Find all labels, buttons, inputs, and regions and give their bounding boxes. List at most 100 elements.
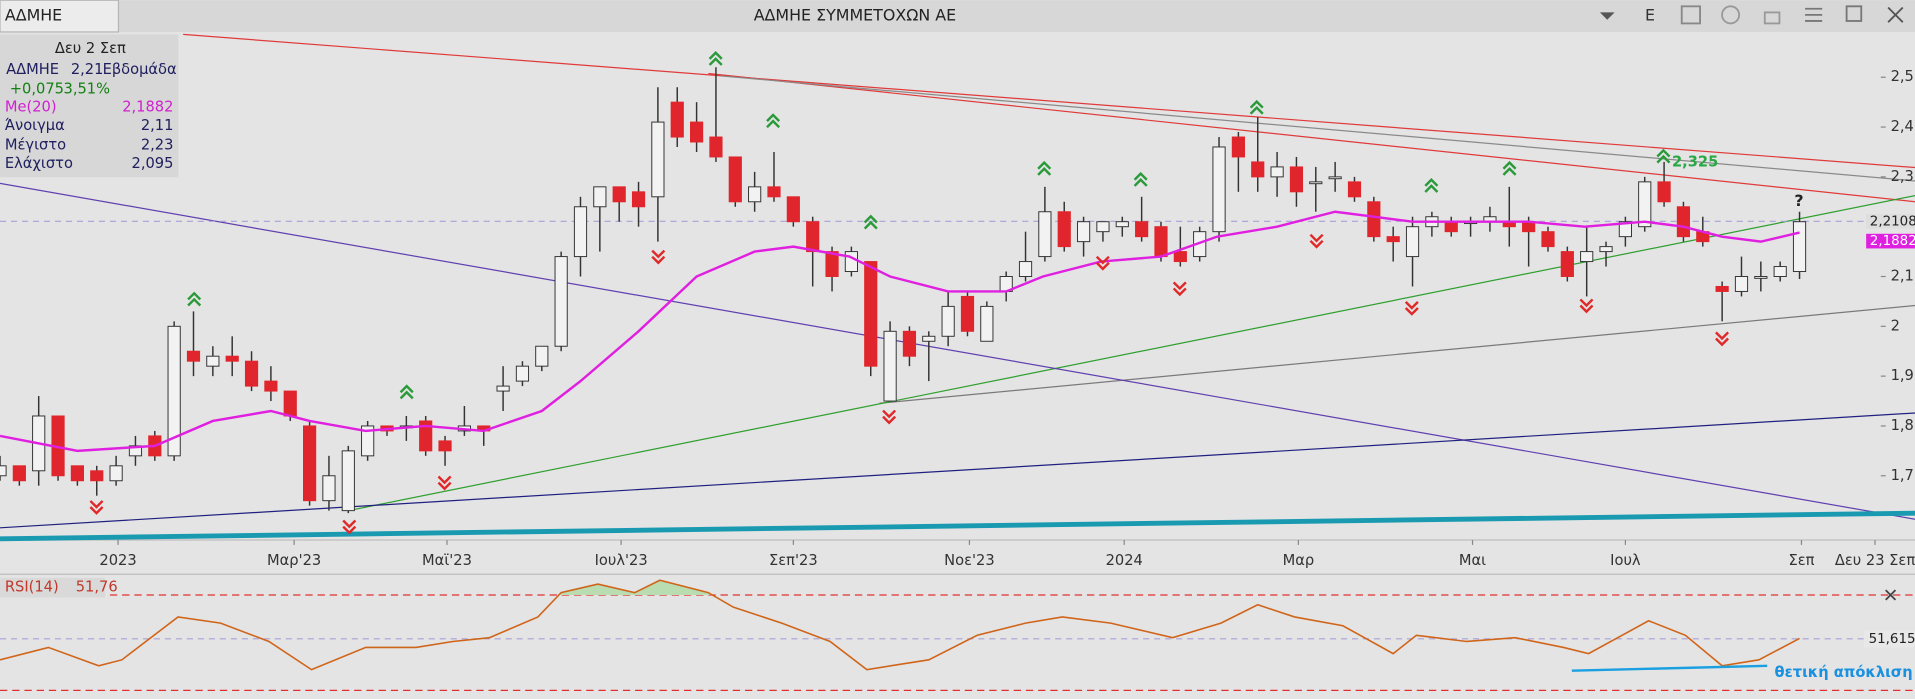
candle-body (90, 470, 104, 482)
x-tick-label: Μαι (1459, 552, 1486, 569)
candle-body (554, 256, 568, 347)
x-tick-label: 2023 (99, 552, 136, 569)
candle-body (167, 325, 181, 457)
dropdown-icon[interactable] (1599, 12, 1615, 20)
candle-body (1135, 221, 1149, 238)
info-row-label: Μέγιστο (5, 137, 66, 154)
header-bar (0, 0, 1915, 32)
candle-body (1754, 276, 1768, 279)
info-ma-name: Me(20) (5, 99, 57, 116)
ma-tag-label: 2,1882 (1870, 234, 1915, 249)
candle-body (1018, 261, 1033, 277)
candle-body (864, 261, 878, 367)
candle-body (825, 251, 839, 277)
candle-body (709, 136, 723, 158)
candle-body (264, 380, 278, 392)
info-date: Δευ 2 Σεπ (55, 40, 126, 57)
rsi-line (0, 579, 1800, 671)
candle-body (322, 475, 336, 502)
candle-body (1231, 136, 1245, 158)
info-symbol: ΑΔΜΗΕ (6, 61, 59, 78)
trend-lines (0, 33, 1915, 542)
info-row-value: 2,095 (132, 155, 174, 172)
candle-body (844, 251, 858, 273)
candle-body (1289, 166, 1304, 193)
candle-body (1405, 226, 1420, 258)
trend-line[interactable] (879, 304, 1915, 404)
price-tags: 2,2108 2,1882 51,615 (1863, 213, 1915, 648)
x-tick-label: Μαρ (1283, 552, 1315, 569)
save-icon[interactable] (1680, 5, 1701, 25)
candle-body (980, 305, 994, 342)
candle-body (767, 186, 781, 198)
info-change: +0,075 (10, 80, 64, 97)
candle-body (748, 186, 762, 203)
candle-body (960, 295, 975, 332)
candle-body (1715, 285, 1729, 292)
trend-line[interactable] (720, 75, 1915, 182)
candle-body (1386, 236, 1400, 243)
candle-body (941, 305, 955, 337)
trend-line[interactable] (0, 510, 1915, 542)
x-tick-label: 2024 (1106, 552, 1143, 569)
info-price: 2,21 (71, 61, 104, 78)
candle-body (1212, 146, 1226, 233)
candle-body (806, 221, 820, 253)
close-icon[interactable] (1887, 6, 1904, 23)
info-row-value: 2,11 (141, 117, 174, 134)
candle-body (535, 345, 549, 367)
e-button[interactable]: E (1645, 6, 1655, 25)
y-tick-label: 2,4 (1891, 118, 1914, 135)
candle-body (612, 186, 626, 203)
restore-icon[interactable] (1845, 5, 1863, 22)
trend-line[interactable] (708, 72, 1915, 203)
info-change-pct: 3,51% (64, 80, 111, 97)
candle-body (0, 465, 7, 477)
info-period: Εβδομάδα (103, 61, 177, 78)
candle-body (573, 206, 588, 258)
info-ma-value: 2,1882 (122, 99, 173, 116)
rsi-name: RSI(14) (5, 579, 59, 596)
candle-body (1367, 201, 1381, 238)
candle-body (1038, 211, 1052, 258)
trend-line[interactable] (347, 195, 1915, 512)
candle-body (515, 365, 530, 382)
info-row-label: Ελάχιστο (5, 155, 73, 172)
candle-body (1638, 181, 1652, 228)
menu-icon[interactable] (1805, 7, 1823, 22)
candle-body (206, 355, 220, 367)
candle-body (1096, 221, 1110, 233)
price-tag-label: 2,2108 (1870, 214, 1915, 229)
x-tick-label: Νοε'23 (944, 552, 994, 569)
candle-body (303, 425, 317, 502)
candle-body (1541, 231, 1555, 248)
close-indicator[interactable] (1885, 589, 1897, 601)
candle-body (1734, 276, 1749, 292)
candle-body (1154, 226, 1168, 258)
candle-body (244, 360, 259, 387)
lock-icon[interactable] (1763, 11, 1781, 25)
trend-line[interactable] (183, 33, 1915, 169)
divergence-line[interactable] (1571, 664, 1768, 672)
symbol-box[interactable] (0, 0, 120, 33)
candle-body (786, 196, 800, 223)
candle-body (1328, 176, 1342, 180)
rsi-annotation: θετική απόκλιση (1775, 664, 1913, 681)
annotation: ? (1794, 191, 1803, 210)
trend-line[interactable] (0, 182, 1915, 520)
candle-body (883, 330, 897, 402)
candle-body (361, 425, 375, 457)
ma-tag (1866, 233, 1915, 249)
candle-body (1444, 221, 1458, 233)
info-box: Δευ 2 Σεπ ΑΔΜΗΕ 2,21 Εβδομάδα +0,075 3,5… (0, 34, 179, 178)
y-tick-label: 1,9 (1891, 367, 1914, 384)
candle-body (1173, 251, 1187, 263)
comment-icon[interactable] (1721, 5, 1741, 25)
trend-line[interactable] (0, 412, 1915, 529)
plot: 2,5 2,4 2,3 2,1 2 1,9 1,8 1,7 2023 Μαρ'23 Μαϊ'23 Ιο… (0, 67, 1915, 691)
candle-body (593, 186, 607, 208)
candle-body (689, 121, 704, 143)
y-tick-label: 2,3 (1891, 168, 1914, 185)
x-tick-label: Ιουλ'23 (595, 552, 648, 569)
